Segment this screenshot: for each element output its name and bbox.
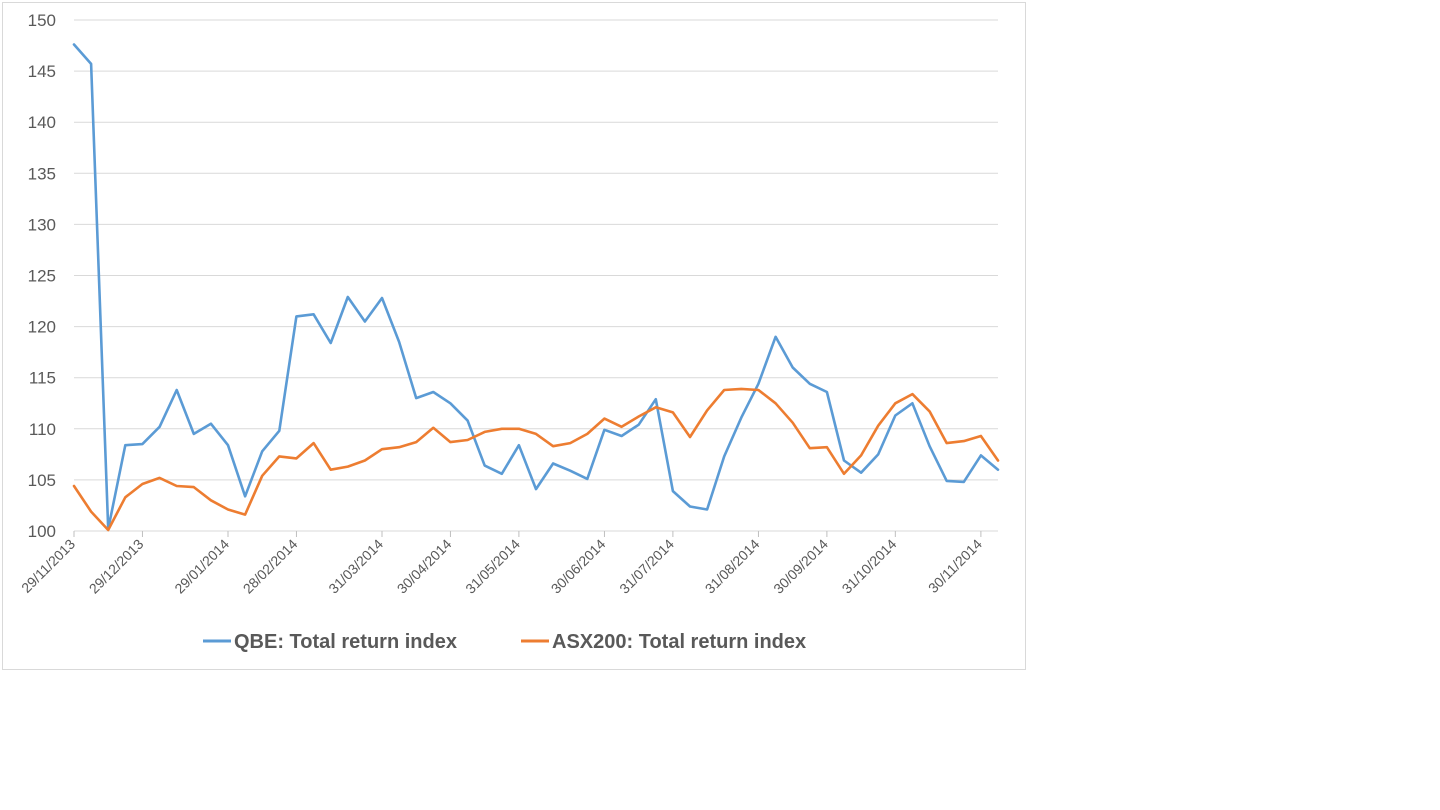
y-tick-label: 145 [28,62,56,81]
y-axis-tick-labels: 100 105 110 115 120 125 130 135 140 145 150 [28,11,56,541]
line-chart: 100 105 110 115 120 125 130 135 140 145 150 29/11/… [18,11,1000,653]
x-tick-label: 30/06/2014 [548,536,609,597]
x-tick-label: 29/11/2013 [18,536,78,596]
y-tick-label: 105 [28,471,56,490]
x-tick-label: 31/08/2014 [702,536,763,597]
x-tick-label: 29/12/2013 [86,536,147,597]
y-tick-label: 150 [28,11,56,30]
x-tick-label: 31/07/2014 [616,536,677,597]
x-tick-label: 30/09/2014 [770,536,831,597]
series-lines [72,43,1000,532]
x-tick-label: 31/05/2014 [462,536,523,597]
y-tick-label: 130 [28,215,56,234]
gridlines [74,19,998,532]
y-tick-label: 110 [29,420,56,439]
legend-label: QBE: Total return index [234,631,457,653]
x-tick-label: 30/11/2014 [925,536,985,596]
chart-frame: 100 105 110 115 120 125 130 135 140 145 150 29/11/… [2,2,1026,670]
y-tick-label: 115 [29,369,56,388]
y-tick-label: 140 [28,113,56,132]
x-tick-label: 31/03/2014 [325,536,386,597]
legend: QBE: Total return index ASX200: Total ret… [203,631,806,653]
x-axis: 29/11/2013 29/12/2013 29/01/2014 28/02/2014… [18,531,985,597]
y-tick-label: 100 [28,522,56,541]
x-tick-label: 31/10/2014 [839,536,900,597]
series-line-asx200 [72,387,1000,532]
y-tick-label: 125 [28,267,56,286]
x-tick-label: 30/04/2014 [394,536,455,597]
series-line-qbe [72,43,1000,531]
x-tick-label: 29/01/2014 [171,536,232,597]
legend-label: ASX200: Total return index [552,631,806,653]
y-tick-label: 135 [28,164,56,183]
y-tick-label: 120 [28,318,56,337]
x-tick-label: 28/02/2014 [240,536,301,597]
